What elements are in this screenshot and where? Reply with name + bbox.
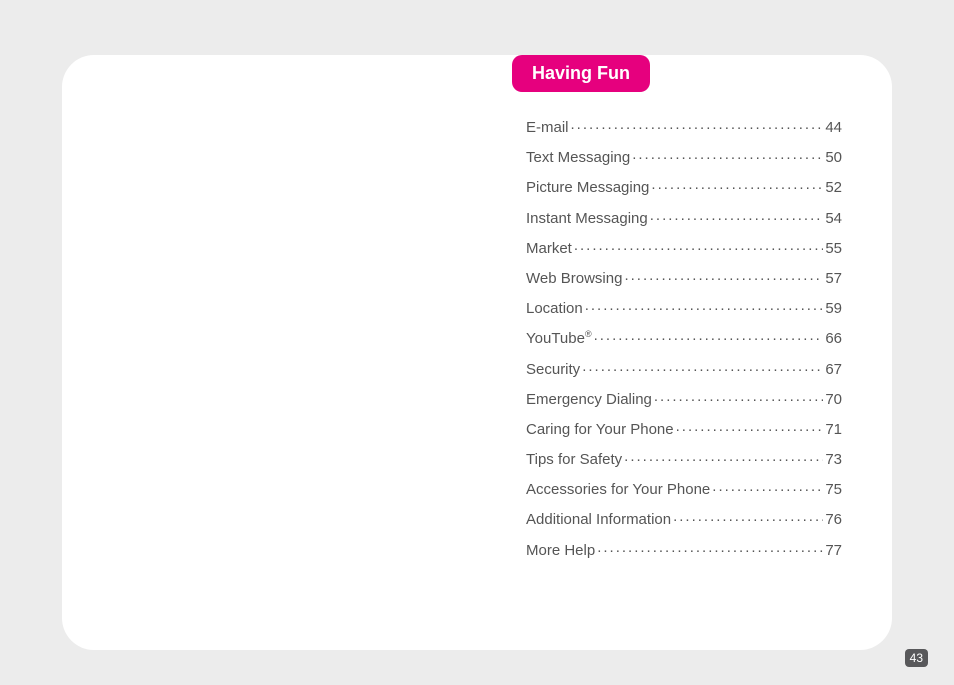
toc-leader-dots xyxy=(654,389,823,404)
toc-label: Tips for Safety xyxy=(526,452,622,467)
toc-entry: Instant Messaging 54 xyxy=(526,208,842,226)
toc-label: More Help xyxy=(526,543,595,558)
toc-leader-dots xyxy=(712,479,823,494)
toc-entry: Tips for Safety 73 xyxy=(526,449,842,467)
toc-page: 44 xyxy=(825,120,842,135)
toc-label: YouTube® xyxy=(526,330,592,346)
toc-entry: Accessories for Your Phone 75 xyxy=(526,479,842,497)
toc-label: Additional Information xyxy=(526,512,671,527)
toc-leader-dots xyxy=(650,208,824,223)
toc-label: Caring for Your Phone xyxy=(526,422,674,437)
toc-label: Text Messaging xyxy=(526,150,630,165)
toc-page: 57 xyxy=(825,271,842,286)
toc-label: Security xyxy=(526,362,580,377)
toc-entry: Security 67 xyxy=(526,359,842,377)
toc-leader-dots xyxy=(594,328,824,343)
toc-entry: Picture Messaging 52 xyxy=(526,177,842,195)
toc-leader-dots xyxy=(624,268,823,283)
page-number-badge: 43 xyxy=(905,649,928,667)
toc-page: 52 xyxy=(825,180,842,195)
toc-leader-dots xyxy=(632,147,823,162)
toc-label: Instant Messaging xyxy=(526,211,648,226)
toc-entry: Caring for Your Phone 71 xyxy=(526,419,842,437)
toc-label: Location xyxy=(526,301,583,316)
document-page: Having Fun E-mail 44 Text Messaging 50 Pictu… xyxy=(62,55,892,650)
toc-page: 50 xyxy=(825,150,842,165)
toc-entry: YouTube® 66 xyxy=(526,328,842,346)
toc-leader-dots xyxy=(582,359,823,374)
toc-page: 71 xyxy=(825,422,842,437)
toc-entry: Emergency Dialing 70 xyxy=(526,389,842,407)
toc-leader-dots xyxy=(597,540,823,555)
toc-page: 67 xyxy=(825,362,842,377)
toc-label: Accessories for Your Phone xyxy=(526,482,710,497)
toc-label: Picture Messaging xyxy=(526,180,649,195)
toc-page: 76 xyxy=(825,512,842,527)
toc-leader-dots xyxy=(585,298,824,313)
toc-page: 70 xyxy=(825,392,842,407)
toc-leader-dots xyxy=(571,117,824,132)
toc-leader-dots xyxy=(574,238,823,253)
toc-entry: Additional Information 76 xyxy=(526,509,842,527)
toc-label: Emergency Dialing xyxy=(526,392,652,407)
toc-leader-dots xyxy=(676,419,824,434)
toc-page: 77 xyxy=(825,543,842,558)
toc-page: 54 xyxy=(825,211,842,226)
toc-entry: Web Browsing 57 xyxy=(526,268,842,286)
toc-entry: Location 59 xyxy=(526,298,842,316)
table-of-contents: E-mail 44 Text Messaging 50 Picture Messagin… xyxy=(526,117,842,570)
page-number: 43 xyxy=(910,651,923,665)
toc-label-sup: ® xyxy=(585,329,592,339)
toc-label: Market xyxy=(526,241,572,256)
toc-label: Web Browsing xyxy=(526,271,622,286)
section-title: Having Fun xyxy=(532,63,630,83)
section-tab: Having Fun xyxy=(512,55,650,92)
toc-label: E-mail xyxy=(526,120,569,135)
toc-page: 55 xyxy=(825,241,842,256)
toc-leader-dots xyxy=(673,509,823,524)
toc-page: 75 xyxy=(825,482,842,497)
toc-entry: E-mail 44 xyxy=(526,117,842,135)
toc-page: 73 xyxy=(825,452,842,467)
toc-leader-dots xyxy=(651,177,823,192)
toc-leader-dots xyxy=(624,449,823,464)
toc-entry: Text Messaging 50 xyxy=(526,147,842,165)
toc-page: 59 xyxy=(825,301,842,316)
toc-entry: More Help 77 xyxy=(526,540,842,558)
toc-page: 66 xyxy=(825,331,842,346)
toc-entry: Market 55 xyxy=(526,238,842,256)
